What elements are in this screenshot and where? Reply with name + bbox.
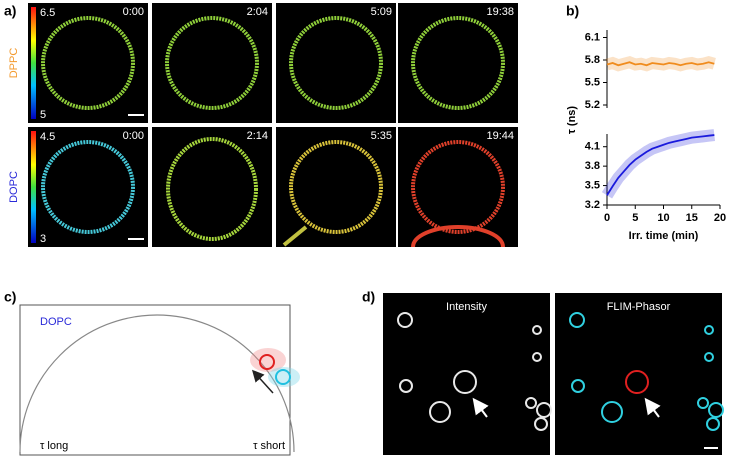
axis-end-label: τ long <box>40 440 68 452</box>
arrow <box>251 369 274 394</box>
vesicle <box>601 401 623 423</box>
time-stamp: 2:14 <box>247 130 268 142</box>
x-tick-label: 0 <box>604 212 610 224</box>
phasor-plot: DOPC τ long τ short <box>19 304 300 456</box>
vesicle <box>411 225 505 248</box>
x-tick-label: 15 <box>686 212 698 224</box>
cloud <box>250 348 286 372</box>
y-tick-label: 5.5 <box>585 76 600 88</box>
vesicle <box>289 140 383 234</box>
time-stamp: 0:00 <box>123 130 144 142</box>
x-tick-label: 5 <box>632 212 638 224</box>
image-title: Intensity <box>446 301 487 313</box>
y-tick-label: 5.2 <box>585 99 600 111</box>
time-stamp: 5:09 <box>371 6 392 18</box>
series-line <box>606 134 715 196</box>
vesicle <box>397 312 413 328</box>
arrow <box>472 397 489 418</box>
micrograph <box>28 3 148 123</box>
color-bar-min: 5 <box>40 109 46 121</box>
vesicle <box>704 325 714 335</box>
color-bar <box>31 7 36 119</box>
vesicle <box>534 417 548 431</box>
x-tick-label: 10 <box>657 212 669 224</box>
micrograph <box>383 293 550 455</box>
error-band <box>601 129 716 199</box>
vesicle <box>453 370 477 394</box>
panel-label: a) <box>4 3 16 19</box>
vesicle <box>525 397 537 409</box>
panel-label: c) <box>4 289 16 305</box>
vesicle <box>166 137 258 241</box>
vesicle <box>697 397 709 409</box>
time-stamp: 5:35 <box>371 130 392 142</box>
row-label: DOPC <box>8 171 20 203</box>
micrograph <box>555 293 722 455</box>
y-axis-label: τ (ns) <box>566 106 578 134</box>
vesicle <box>289 16 383 110</box>
time-stamp: 2:04 <box>247 6 268 18</box>
axis-end-label: τ short <box>253 440 285 452</box>
micrograph <box>276 3 396 123</box>
panel-label: d) <box>362 289 375 305</box>
vesicle <box>571 379 585 393</box>
y-tick-label: 5.8 <box>585 54 600 66</box>
row-label: DPPC <box>8 48 20 79</box>
vesicle <box>708 402 724 418</box>
vesicle <box>532 352 542 362</box>
arrow <box>644 397 661 418</box>
vesicle <box>411 16 505 110</box>
series-line <box>606 61 715 67</box>
micrograph <box>398 3 518 123</box>
vesicle <box>41 140 135 234</box>
panel-label: b) <box>566 3 579 19</box>
time-stamp: 19:44 <box>486 130 514 142</box>
y-tick-label: 3.5 <box>585 179 600 191</box>
x-tick-label: 20 <box>714 212 726 224</box>
x-axis-label: Irr. time (min) <box>629 230 699 242</box>
cluster <box>259 354 275 370</box>
micrograph <box>152 3 272 123</box>
semicircle <box>19 314 295 453</box>
color-bar-max: 6.5 <box>40 7 55 19</box>
y-tick-label: 3.2 <box>585 199 600 211</box>
phasor-title: DOPC <box>40 316 72 328</box>
cluster <box>275 369 291 385</box>
y-tick-label: 3.8 <box>585 160 600 172</box>
vesicle <box>536 402 552 418</box>
micrograph <box>28 127 148 247</box>
color-bar-min: 3 <box>40 233 46 245</box>
y-tick-label: 6.1 <box>585 31 600 43</box>
vesicle <box>569 312 585 328</box>
vesicle <box>532 325 542 335</box>
vesicle <box>704 352 714 362</box>
vesicle <box>429 401 451 423</box>
image-title: FLIM-Phasor <box>607 301 671 313</box>
cloud <box>268 367 300 387</box>
time-stamp: 19:38 <box>486 6 514 18</box>
micrograph <box>152 127 272 247</box>
micrograph <box>276 127 396 247</box>
vesicle <box>41 16 135 110</box>
y-tick-label: 4.1 <box>585 141 600 153</box>
time-stamp: 0:00 <box>123 6 144 18</box>
color-bar <box>31 131 36 243</box>
color-bar-max: 4.5 <box>40 131 55 143</box>
vesicle <box>399 379 413 393</box>
tube <box>282 225 308 247</box>
vesicle <box>165 16 259 110</box>
vesicle <box>706 417 720 431</box>
vesicle <box>625 370 649 394</box>
vesicle <box>411 140 505 234</box>
